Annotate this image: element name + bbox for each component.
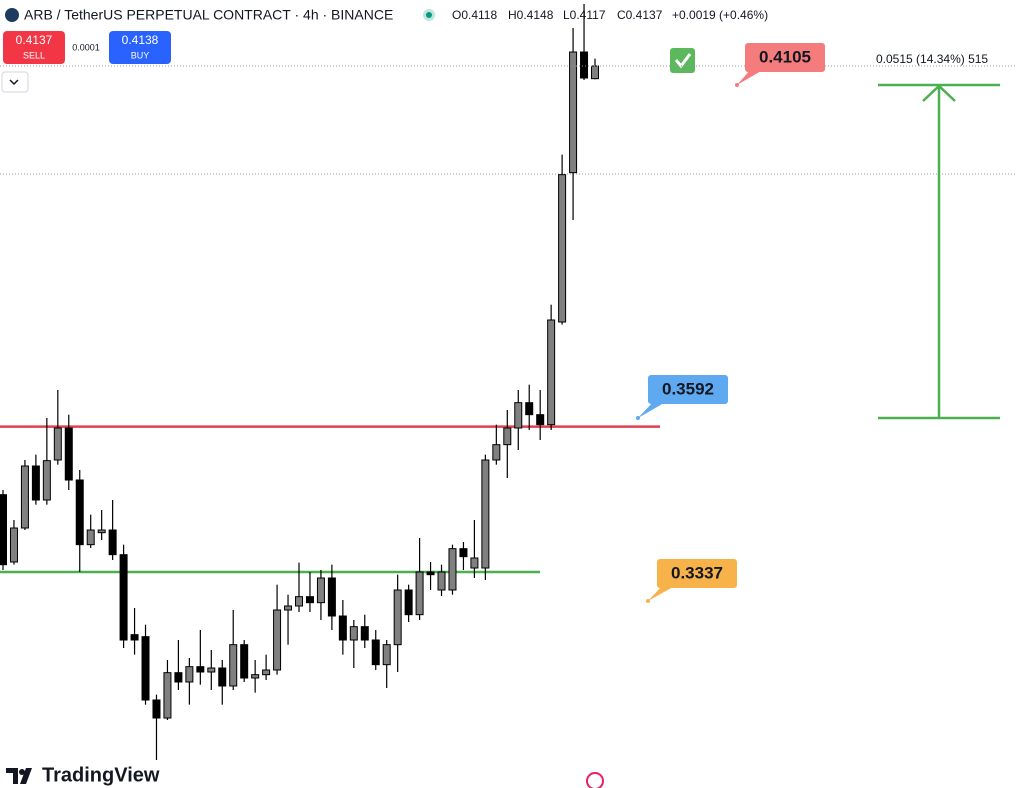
candle-body	[536, 414, 545, 426]
candle-body	[470, 557, 479, 569]
symbol-icon	[5, 8, 19, 22]
candle-body	[382, 644, 391, 666]
candle-body	[64, 427, 73, 481]
callout-label: 0.3337	[671, 563, 723, 582]
candle-body	[75, 479, 84, 546]
callout-tail	[737, 69, 761, 85]
candle-body	[580, 51, 589, 79]
candle-body	[53, 427, 62, 461]
callout-label: 0.3592	[662, 379, 714, 398]
candle-body	[9, 527, 18, 563]
callout-anchor	[735, 83, 739, 87]
candle-body	[437, 571, 446, 591]
candle-body	[218, 667, 227, 687]
sell-label: SELL	[23, 50, 45, 60]
candle-body	[284, 605, 293, 611]
candle-body	[97, 529, 106, 534]
callout-label: 0.4105	[759, 47, 811, 66]
candle-body	[229, 644, 238, 687]
candle-body	[360, 626, 369, 641]
candle-body	[316, 577, 325, 604]
candle-body	[327, 577, 336, 617]
measure-label: 0.0515 (14.34%) 515	[876, 52, 988, 66]
candle-body	[547, 319, 556, 426]
candle-body	[569, 51, 578, 174]
buy-label: BUY	[131, 50, 150, 60]
candle-body	[415, 571, 424, 616]
callout-anchor	[636, 416, 640, 420]
buy-price: 0.4138	[122, 33, 159, 47]
candle-body	[525, 402, 534, 416]
candle-body	[305, 596, 314, 604]
candle-body	[262, 669, 271, 676]
callout-tail	[638, 401, 664, 418]
candle-body	[20, 465, 29, 529]
candle-body	[393, 589, 402, 646]
candle-body	[141, 636, 150, 701]
candle-body	[492, 444, 501, 461]
callout-box	[745, 43, 825, 72]
candle-body	[459, 548, 468, 558]
buy-button[interactable]	[109, 31, 171, 64]
candle-body	[108, 529, 117, 556]
candle-body	[426, 571, 435, 576]
sell-button[interactable]	[3, 31, 65, 64]
candle-body	[481, 459, 490, 569]
candle-body	[558, 174, 567, 323]
candle-body	[591, 65, 599, 80]
candle-body	[31, 465, 40, 501]
callout-box	[657, 559, 737, 588]
check-icon	[670, 48, 695, 73]
logo-text: TradingView	[42, 764, 160, 786]
measure-arrow	[878, 83, 1000, 420]
logo: TradingView	[6, 764, 160, 786]
callout-anchor	[646, 599, 650, 603]
candle-body	[349, 626, 358, 641]
candle-body	[196, 666, 205, 673]
candle-body	[163, 672, 172, 719]
sell-price: 0.4137	[16, 33, 53, 47]
candle-body	[42, 460, 51, 501]
candle-body	[152, 699, 161, 719]
candle-body	[251, 674, 260, 679]
candle-body	[404, 589, 413, 616]
flash-icon	[586, 772, 604, 788]
ohlc-close: C0.4137	[617, 8, 663, 22]
ohlc-change: +0.0019 (+0.46%)	[672, 8, 768, 22]
callout-box	[648, 375, 728, 404]
candle-body	[185, 666, 194, 683]
candle-body	[514, 402, 523, 429]
candle-body	[240, 644, 249, 679]
candle-body	[207, 667, 216, 673]
ohlc-open: O0.4118	[452, 8, 497, 22]
candle-body	[130, 634, 139, 641]
candle-body	[503, 427, 512, 446]
chart-title: ARB / TetherUS PERPETUAL CONTRACT · 4h ·…	[24, 7, 393, 23]
chevron	[9, 79, 19, 86]
candle-body	[338, 615, 347, 641]
spread: 0.0001	[72, 42, 100, 52]
candle-body	[448, 548, 457, 591]
status-dot	[426, 12, 432, 18]
candle-body	[119, 554, 128, 641]
ohlc-high: H0.4148	[508, 8, 554, 22]
candle-body	[86, 529, 95, 546]
candle-body	[273, 609, 282, 671]
callout-tail	[648, 585, 673, 601]
candle-body	[295, 596, 303, 607]
candle-body	[371, 639, 380, 666]
candle-body	[0, 494, 7, 566]
candle-body	[174, 672, 183, 683]
